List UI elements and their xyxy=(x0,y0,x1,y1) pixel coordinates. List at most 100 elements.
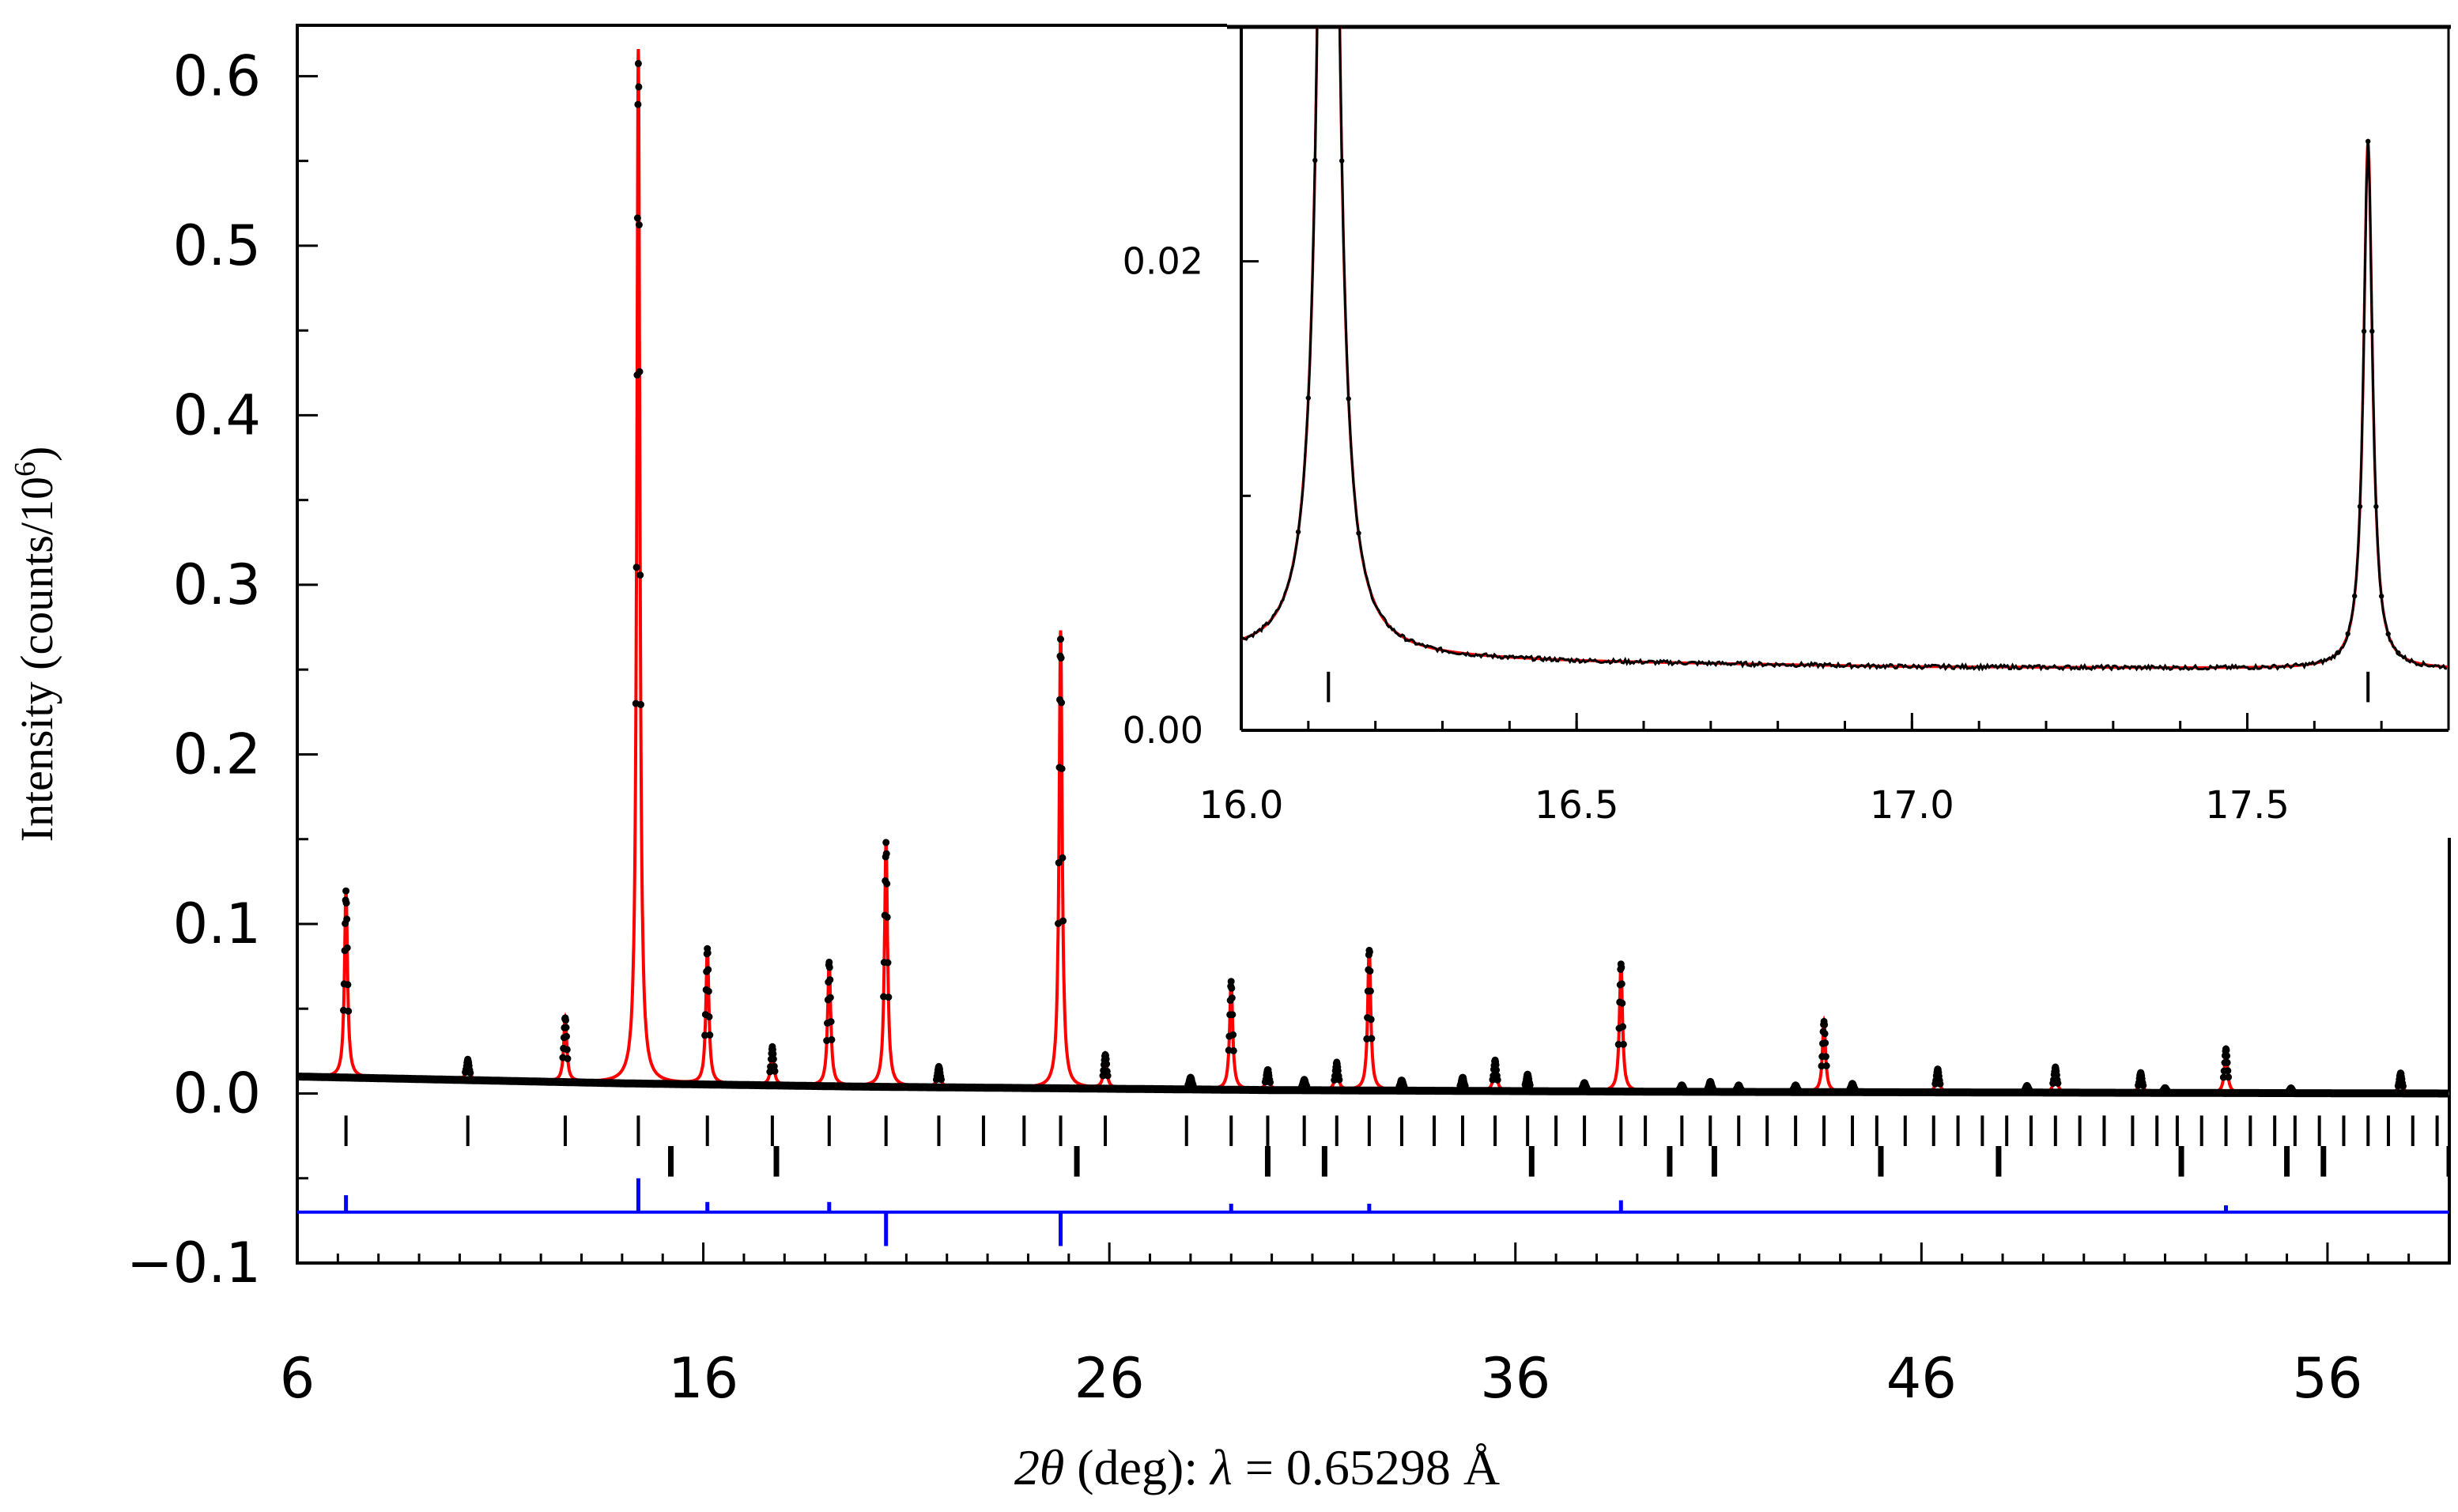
observed-point xyxy=(769,1050,777,1058)
observed-point xyxy=(882,850,890,858)
observed-point xyxy=(1821,1030,1829,1038)
observed-point xyxy=(1365,948,1373,956)
observed-point xyxy=(705,1012,713,1020)
observed-point xyxy=(704,966,712,974)
observed-point xyxy=(1618,963,1625,971)
observed-point xyxy=(563,1032,570,1040)
inset-x-tick-label: 17.5 xyxy=(2205,783,2290,828)
observed-point xyxy=(1492,1061,1500,1069)
observed-point xyxy=(633,214,641,222)
observed-point xyxy=(1400,1083,1408,1091)
y-tick-label: 0.2 xyxy=(173,722,261,786)
observed-point xyxy=(1936,1080,1944,1088)
observed-point xyxy=(1367,1016,1375,1024)
inset-observed-point xyxy=(2396,650,2401,656)
observed-point xyxy=(1057,635,1064,643)
main-plot: −0.1 0.0 0.1 0.2 0.3 0.4 0.5 0.6 6 16 26 36 46 56 In… xyxy=(9,24,2451,1495)
observed-point xyxy=(704,949,712,957)
observed-point xyxy=(1794,1085,1802,1093)
inset-y-tick-label: 0.02 xyxy=(1123,240,1203,283)
observed-point xyxy=(632,564,640,571)
observed-point xyxy=(1583,1084,1591,1092)
inset-plot: 0.00 0.02 16.0 16.5 17.0 17.5 xyxy=(1123,16,2456,838)
observed-point xyxy=(1335,1076,1343,1084)
observed-point xyxy=(634,100,642,108)
observed-point xyxy=(1057,654,1065,662)
observed-point xyxy=(1680,1085,1688,1093)
inset-observed-point xyxy=(1356,530,1361,536)
inset-observed-point xyxy=(1295,529,1301,535)
observed-point xyxy=(1103,1060,1111,1068)
main-y-axis: −0.1 0.0 0.1 0.2 0.3 0.4 0.5 0.6 xyxy=(126,43,318,1295)
inset-observed-point xyxy=(2365,138,2371,144)
inset-observed-point xyxy=(1346,396,1351,402)
observed-point xyxy=(1229,1011,1237,1019)
observed-point xyxy=(1526,1081,1534,1089)
observed-point xyxy=(564,1054,572,1062)
observed-point xyxy=(882,839,890,846)
inset-y-tick-label: 0.00 xyxy=(1123,709,1203,752)
observed-point xyxy=(1822,1039,1829,1047)
observed-point xyxy=(1618,980,1625,988)
inset-observed-point xyxy=(1339,158,1345,164)
observed-point xyxy=(2290,1088,2298,1095)
observed-point xyxy=(1618,999,1626,1007)
inset-observed-points xyxy=(1241,27,2448,672)
y-axis-label-text: Intensity (counts/10 xyxy=(11,477,62,842)
observed-point xyxy=(563,1046,571,1054)
observed-point xyxy=(1619,1040,1627,1048)
y-tick-label: 0.1 xyxy=(173,892,261,956)
observed-point xyxy=(2054,1080,2062,1087)
observed-point xyxy=(938,1076,945,1084)
x-tick-label: 46 xyxy=(1886,1346,1957,1411)
observed-point xyxy=(825,963,833,971)
difference-curve xyxy=(297,1178,2449,1246)
x-tick-label: 6 xyxy=(280,1346,315,1411)
observed-point xyxy=(769,1055,777,1063)
observed-point xyxy=(1737,1085,1745,1093)
observed-points xyxy=(297,59,2449,1098)
observed-point xyxy=(2223,1058,2231,1066)
y-axis-label-sup: 6 xyxy=(9,462,42,477)
observed-point xyxy=(342,887,350,895)
observed-point xyxy=(1055,859,1063,867)
observed-point xyxy=(1366,987,1374,995)
observed-point xyxy=(466,1069,474,1076)
x-axis-label-unit: (deg): xyxy=(1064,1439,1210,1495)
observed-point xyxy=(1461,1082,1469,1090)
x-tick-label: 16 xyxy=(668,1346,738,1411)
x-tick-label: 56 xyxy=(2292,1346,2362,1411)
x-tick-label: 26 xyxy=(1074,1346,1145,1411)
y-tick-label: 0.0 xyxy=(173,1061,261,1126)
inset-reflection-markers xyxy=(1327,671,2370,703)
observed-point xyxy=(1059,854,1067,862)
observed-point xyxy=(1493,1076,1501,1084)
observed-point xyxy=(1822,1062,1830,1069)
observed-point xyxy=(706,1031,714,1039)
y-tick-label: 0.6 xyxy=(173,43,261,108)
observed-background xyxy=(297,1073,2449,1098)
observed-point xyxy=(1228,994,1236,1002)
x-axis-label-lambda: λ xyxy=(1209,1439,1233,1495)
inset-x-tick-label: 16.0 xyxy=(1199,783,1284,828)
y-axis-label-close: ) xyxy=(11,447,62,462)
observed-point xyxy=(635,221,643,228)
observed-point xyxy=(826,994,834,1001)
observed-point xyxy=(826,976,834,984)
observed-point xyxy=(636,571,644,579)
observed-point xyxy=(828,1035,836,1043)
inset-x-tick-label: 16.5 xyxy=(1535,783,1619,828)
main-x-axis: 6 16 26 36 46 56 xyxy=(280,1242,2451,1411)
inset-y-axis: 0.00 0.02 xyxy=(1123,240,1259,752)
inset-observed-point xyxy=(2361,328,2367,334)
reflection-markers xyxy=(344,1115,2449,1177)
observed-point xyxy=(342,899,350,907)
observed-point xyxy=(1303,1082,1311,1090)
y-tick-label: 0.3 xyxy=(173,552,261,617)
observed-point xyxy=(1104,1072,1112,1080)
observed-point xyxy=(883,880,891,888)
observed-point xyxy=(827,1018,835,1026)
observed-point xyxy=(2223,1052,2231,1060)
observed-point xyxy=(884,959,892,967)
